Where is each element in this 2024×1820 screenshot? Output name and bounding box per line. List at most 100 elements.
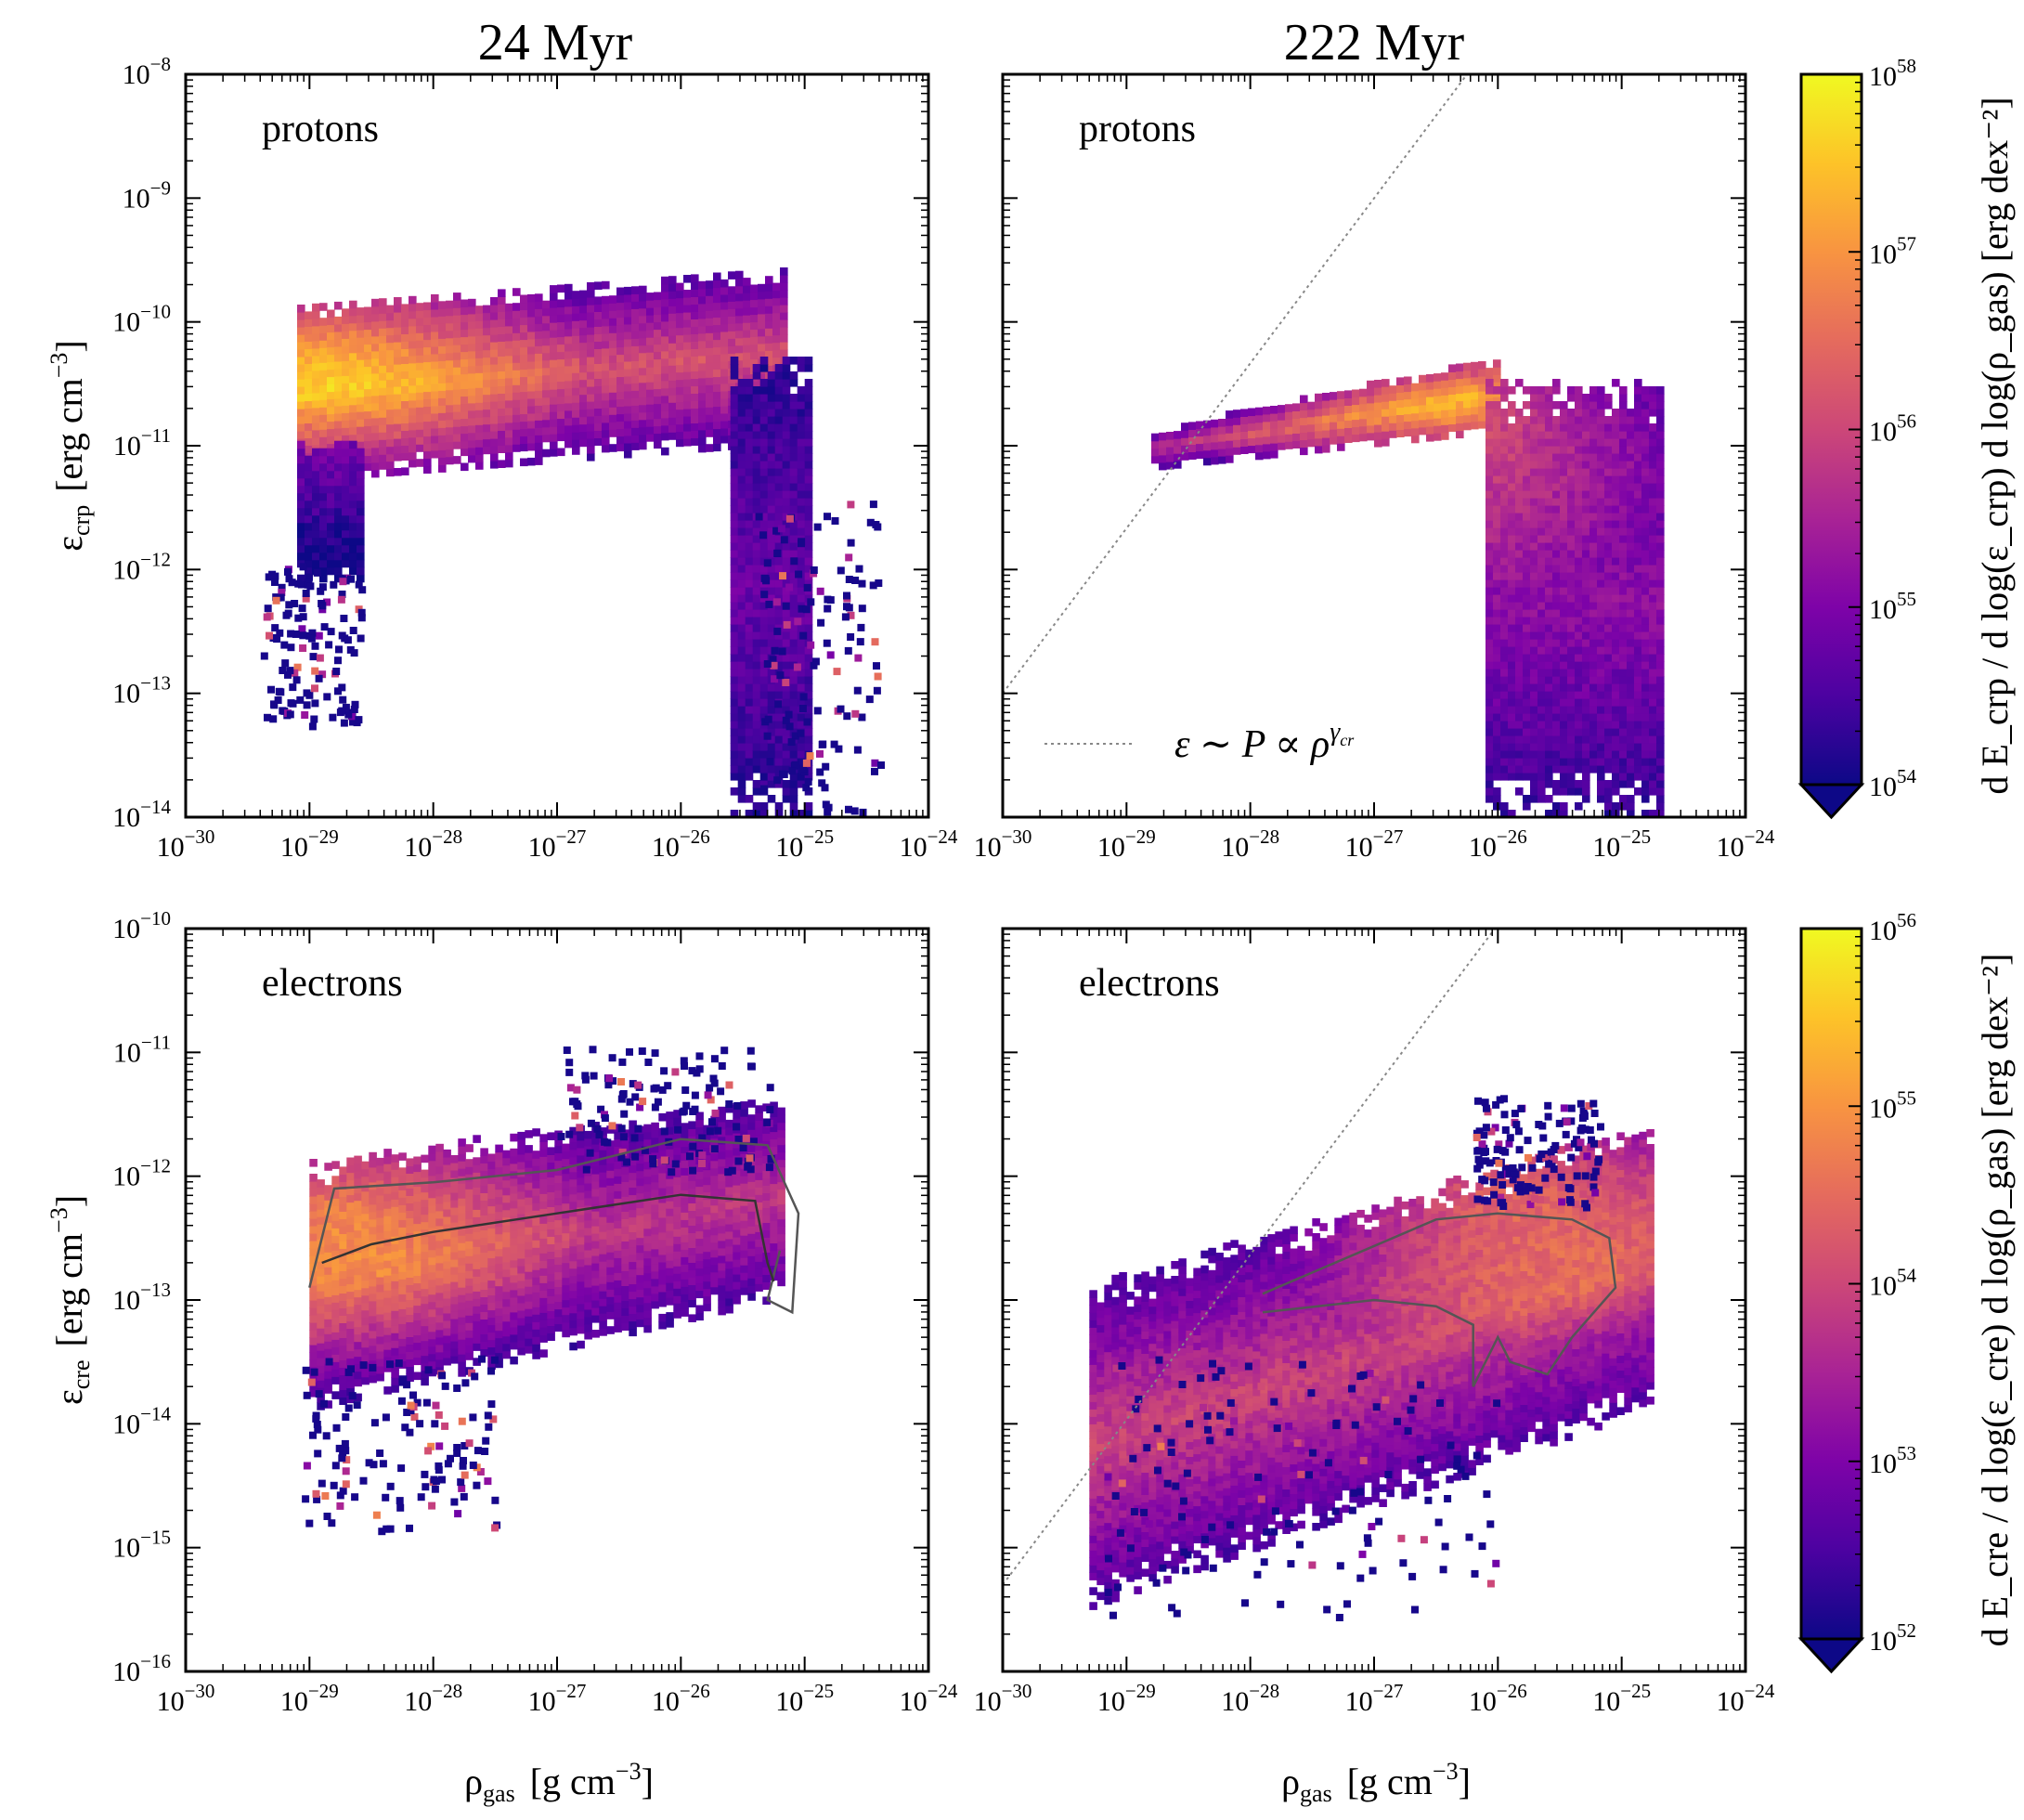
- heatmap-cell: [1604, 631, 1613, 640]
- heatmap-cell: [1634, 661, 1642, 670]
- heatmap-cell: [1612, 631, 1620, 640]
- heatmap-cell: [737, 609, 746, 618]
- heatmap-cell: [594, 393, 603, 401]
- heatmap-cell: [824, 808, 832, 816]
- heatmap-cell: [1523, 557, 1531, 566]
- heatmap-cell: [730, 713, 739, 722]
- heatmap-cell: [782, 654, 791, 662]
- heatmap-cell: [1515, 527, 1524, 536]
- heatmap-cell: [1486, 513, 1494, 521]
- heatmap-cell: [1619, 617, 1628, 625]
- heatmap-cell: [487, 1332, 496, 1341]
- heatmap-cell: [713, 317, 721, 326]
- heatmap-cell: [421, 1288, 429, 1297]
- heatmap-cell: [654, 321, 662, 331]
- heatmap-cell: [334, 375, 343, 384]
- heatmap-cell: [646, 359, 655, 368]
- heatmap-cell: [691, 304, 699, 312]
- heatmap-cell: [1597, 654, 1605, 662]
- heatmap-cell: [835, 745, 843, 753]
- heatmap-cell: [319, 552, 328, 561]
- heatmap-cell: [369, 1218, 377, 1228]
- heatmap-cell: [764, 715, 772, 723]
- heatmap-cell: [720, 383, 729, 392]
- region-upper-band: [297, 267, 788, 482]
- heatmap-cell: [782, 520, 791, 528]
- heatmap-cell: [737, 505, 746, 514]
- heatmap-cell: [1627, 802, 1635, 811]
- heatmap-cell: [297, 431, 305, 439]
- heatmap-cell: [624, 435, 632, 444]
- heatmap-cell: [383, 1342, 392, 1350]
- heatmap-cell: [780, 349, 788, 358]
- y-tick-label: 10−8: [123, 53, 171, 90]
- heatmap-cell: [1537, 713, 1546, 722]
- heatmap-cell: [1493, 468, 1501, 476]
- heatmap-cell: [1619, 550, 1628, 558]
- heatmap-cell: [782, 758, 791, 766]
- heatmap-cell: [1515, 409, 1524, 417]
- heatmap-cell: [297, 305, 305, 313]
- heatmap-cell: [342, 544, 350, 553]
- heatmap-cell: [354, 1163, 362, 1172]
- heatmap-cell: [383, 1245, 392, 1254]
- heatmap-cell: [587, 319, 595, 328]
- heatmap-cell: [542, 300, 551, 309]
- heatmap-cell: [730, 401, 739, 410]
- heatmap-cell: [789, 416, 798, 424]
- heatmap-cell: [752, 394, 761, 402]
- heatmap-cell: [297, 529, 305, 539]
- heatmap-cell: [346, 1335, 355, 1345]
- heatmap-cell: [1530, 713, 1538, 722]
- heatmap-cell: [413, 1238, 422, 1247]
- heatmap-cell: [468, 395, 476, 404]
- heatmap-cell: [297, 580, 305, 589]
- heatmap-cell: [782, 394, 791, 402]
- heatmap-cell: [376, 1194, 384, 1203]
- heatmap-cell: [473, 1343, 481, 1351]
- heatmap-cell: [1523, 453, 1531, 462]
- heatmap-cell: [1575, 386, 1583, 395]
- heatmap-cell: [465, 1248, 474, 1256]
- heatmap-cell: [371, 320, 380, 330]
- heatmap-cell: [587, 357, 595, 365]
- heatmap-cell: [438, 442, 447, 450]
- heatmap-cell: [1656, 475, 1665, 484]
- heatmap-cell: [297, 485, 305, 494]
- heatmap-cell: [1656, 513, 1665, 521]
- heatmap-cell: [1486, 646, 1494, 655]
- heatmap-cell: [1649, 654, 1657, 662]
- heatmap-cell: [305, 370, 313, 379]
- heatmap-cell: [767, 572, 776, 580]
- heatmap-cell: [1500, 617, 1509, 625]
- heatmap-cell: [512, 303, 521, 311]
- heatmap-cell: [1537, 527, 1546, 536]
- heatmap-cell: [319, 574, 328, 583]
- heatmap-cell: [730, 624, 739, 632]
- heatmap-cell: [435, 1344, 444, 1353]
- heatmap-cell: [394, 342, 402, 350]
- heatmap-cell: [1537, 416, 1546, 424]
- heatmap-cell: [758, 306, 766, 315]
- panel-label: protons: [262, 108, 379, 150]
- heatmap-cell: [1641, 594, 1650, 603]
- heatmap-cell: [1560, 401, 1568, 410]
- heatmap-cell: [676, 312, 684, 321]
- heatmap-cell: [661, 306, 669, 315]
- heatmap-cell: [1649, 572, 1657, 580]
- heatmap-cell: [1508, 527, 1516, 536]
- heatmap-cell: [587, 438, 595, 447]
- heatmap-cell: [668, 410, 677, 418]
- heatmap-cell: [1656, 780, 1665, 788]
- heatmap-cell: [475, 424, 484, 433]
- heatmap-cell: [759, 364, 769, 372]
- heatmap-cell: [1597, 446, 1605, 454]
- heatmap-cell: [817, 618, 825, 627]
- heatmap-cell: [346, 1224, 355, 1233]
- heatmap-cell: [1486, 706, 1494, 714]
- heatmap-cell: [320, 623, 329, 631]
- heatmap-cell: [767, 409, 776, 417]
- heatmap-cell: [305, 437, 313, 446]
- heatmap-cell: [443, 1320, 451, 1329]
- heatmap-cell: [691, 348, 699, 357]
